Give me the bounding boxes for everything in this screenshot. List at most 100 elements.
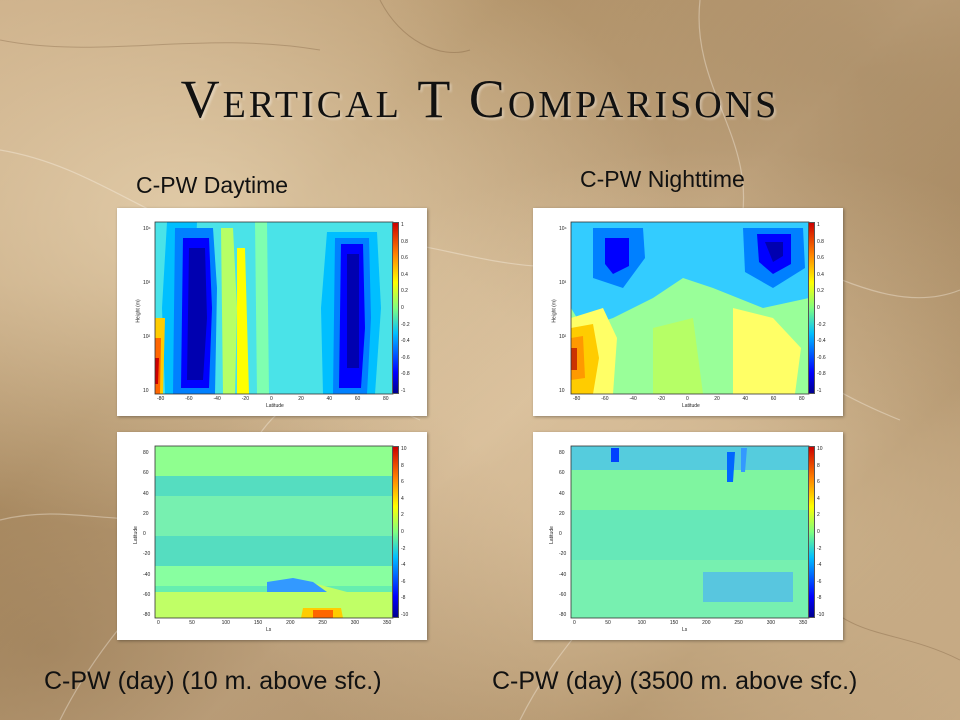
x-axis-label: Ls — [266, 627, 272, 633]
colorbar-tick-label: -2 — [401, 545, 406, 552]
colorbar-tick-label: 0.4 — [817, 271, 824, 278]
colorbar-tick-label: -2 — [817, 545, 822, 552]
colorbar-tick-label: -8 — [401, 595, 406, 602]
colorbar-tick-label: 0.8 — [817, 238, 824, 245]
y-axis-label: Latitude — [548, 526, 555, 544]
colorbar-tick-label: -4 — [817, 562, 822, 569]
colorbar-tick-label: -0.6 — [817, 354, 826, 361]
y-tick-label: 10³ — [559, 280, 567, 286]
colorbar-tick-label: 0.6 — [817, 255, 824, 262]
colorbar-tick-label: 0 — [817, 529, 820, 535]
y-tick-label: -80 — [143, 612, 151, 618]
x-tick-label: 200 — [286, 620, 295, 626]
colorbar-tick-label: -10 — [817, 612, 825, 618]
x-tick-label: 0 — [157, 620, 160, 626]
colorbar-tick-label: 1 — [817, 222, 820, 228]
colorbar-tick-label: -8 — [817, 595, 822, 602]
colorbar-tick-label: 8 — [817, 462, 820, 469]
x-tick-label: -80 — [157, 396, 165, 402]
colorbar-tick-label: 0.2 — [817, 288, 824, 295]
colorbar-tick-label: -0.8 — [401, 371, 410, 378]
x-tick-label: 20 — [298, 396, 304, 402]
daytime-contour-figure — [154, 221, 394, 395]
y-tick-label: 0 — [559, 531, 562, 537]
y-tick-label: -80 — [559, 612, 567, 618]
label-daytime: C-PW Daytime — [136, 172, 289, 198]
x-tick-label: 100 — [221, 620, 230, 626]
y-tick-label: 10² — [143, 334, 151, 340]
colorbar — [392, 446, 399, 618]
x-tick-label: 350 — [799, 620, 808, 626]
colorbar-tick-label: 4 — [817, 495, 820, 502]
x-tick-label: -60 — [601, 396, 609, 402]
slide-title: Vertical T Comparisons — [180, 69, 780, 129]
colorbar-tick-label: 6 — [401, 479, 404, 486]
colorbar-tick-label: -4 — [401, 562, 406, 569]
y-tick-label: 10 — [559, 388, 565, 394]
colorbar-tick-label: 0 — [401, 529, 404, 535]
colorbar-tick-label: 6 — [817, 479, 820, 486]
colorbar-tick-label: 2 — [817, 512, 820, 519]
y-tick-label: 20 — [559, 510, 565, 517]
y-tick-label: -40 — [143, 571, 151, 578]
y-axis-label: Height (m) — [135, 299, 142, 323]
colorbar-tick-label: -0.6 — [401, 354, 410, 361]
colorbar-tick-label: 4 — [401, 495, 404, 502]
x-tick-label: 50 — [189, 620, 195, 626]
x-tick-label: -40 — [213, 396, 221, 402]
x-tick-label: 60 — [770, 396, 777, 402]
x-tick-label: 0 — [686, 396, 689, 402]
colorbar-tick-label: 0 — [817, 305, 820, 311]
x-tick-label: 60 — [354, 396, 361, 402]
x-tick-label: 0 — [270, 396, 273, 402]
surface-10m-figure — [154, 445, 394, 619]
colorbar-tick-label: -0.2 — [401, 321, 410, 328]
x-axis-label: Latitude — [266, 403, 284, 409]
colorbar-tick-label: 0.4 — [401, 271, 408, 278]
x-tick-label: 80 — [383, 396, 389, 402]
x-tick-label: -60 — [185, 396, 193, 402]
colorbar-tick-label: -0.4 — [817, 338, 826, 345]
colorbar-tick-label: 1 — [401, 222, 404, 228]
y-tick-label: 10³ — [143, 280, 151, 286]
surface-10m-plot: 0 50 100 150 200 250 300 350 80 60 40 20 0 -20 -40 -60-… — [117, 432, 427, 640]
y-tick-label: 80 — [143, 450, 149, 456]
y-tick-label: -40 — [559, 571, 567, 578]
y-tick-label: 0 — [143, 531, 146, 537]
x-tick-label: -20 — [241, 396, 249, 402]
y-tick-label: -20 — [559, 551, 567, 558]
y-tick-label: 80 — [559, 450, 565, 456]
colorbar-tick-label: 0.6 — [401, 255, 408, 262]
x-tick-label: 0 — [573, 620, 576, 626]
x-tick-label: 200 — [702, 620, 711, 626]
colorbar — [808, 222, 815, 394]
colorbar-tick-label: -0.4 — [401, 338, 410, 345]
x-tick-label: 150 — [253, 620, 263, 626]
colorbar-tick-label: -0.2 — [817, 321, 826, 328]
colorbar-tick-label: 10 — [817, 446, 823, 452]
x-tick-label: -20 — [657, 396, 665, 402]
nighttime-vertical-contour-plot: -80 -60 -40 -20 0 20 40 60 80 10⁴ 10³ 10² 10 1 0.8 0.6 0… — [533, 208, 843, 416]
x-tick-label: 20 — [714, 396, 720, 402]
y-tick-label: -60 — [143, 591, 151, 598]
x-tick-label: 40 — [326, 396, 333, 402]
x-tick-label: -40 — [629, 396, 637, 402]
x-tick-label: 150 — [669, 620, 679, 626]
y-tick-label: -60 — [559, 591, 567, 598]
colorbar-tick-label: 0.8 — [401, 238, 408, 245]
colorbar-tick-label: 0 — [401, 305, 404, 311]
label-nighttime: C-PW Nighttime — [580, 166, 745, 192]
y-tick-label: 10⁴ — [143, 226, 151, 232]
y-axis-label: Height (m) — [551, 299, 558, 323]
x-tick-label: 50 — [605, 620, 611, 626]
y-axis-label: Latitude — [132, 526, 139, 544]
label-10m: C-PW (day) (10 m. above sfc.) — [44, 667, 382, 695]
colorbar-tick-label: -6 — [817, 578, 822, 585]
nighttime-contour-figure — [570, 221, 810, 395]
y-tick-label: -20 — [143, 551, 151, 558]
x-tick-label: -80 — [573, 396, 581, 402]
label-3500m: C-PW (day) (3500 m. above sfc.) — [492, 667, 858, 695]
x-tick-label: 250 — [318, 620, 327, 626]
altitude-3500m-plot: 0 50 100 150 200 250 300 350 80 60 40 20 0 -20 -40 -60-… — [533, 432, 843, 640]
colorbar-tick-label: 8 — [401, 462, 404, 469]
